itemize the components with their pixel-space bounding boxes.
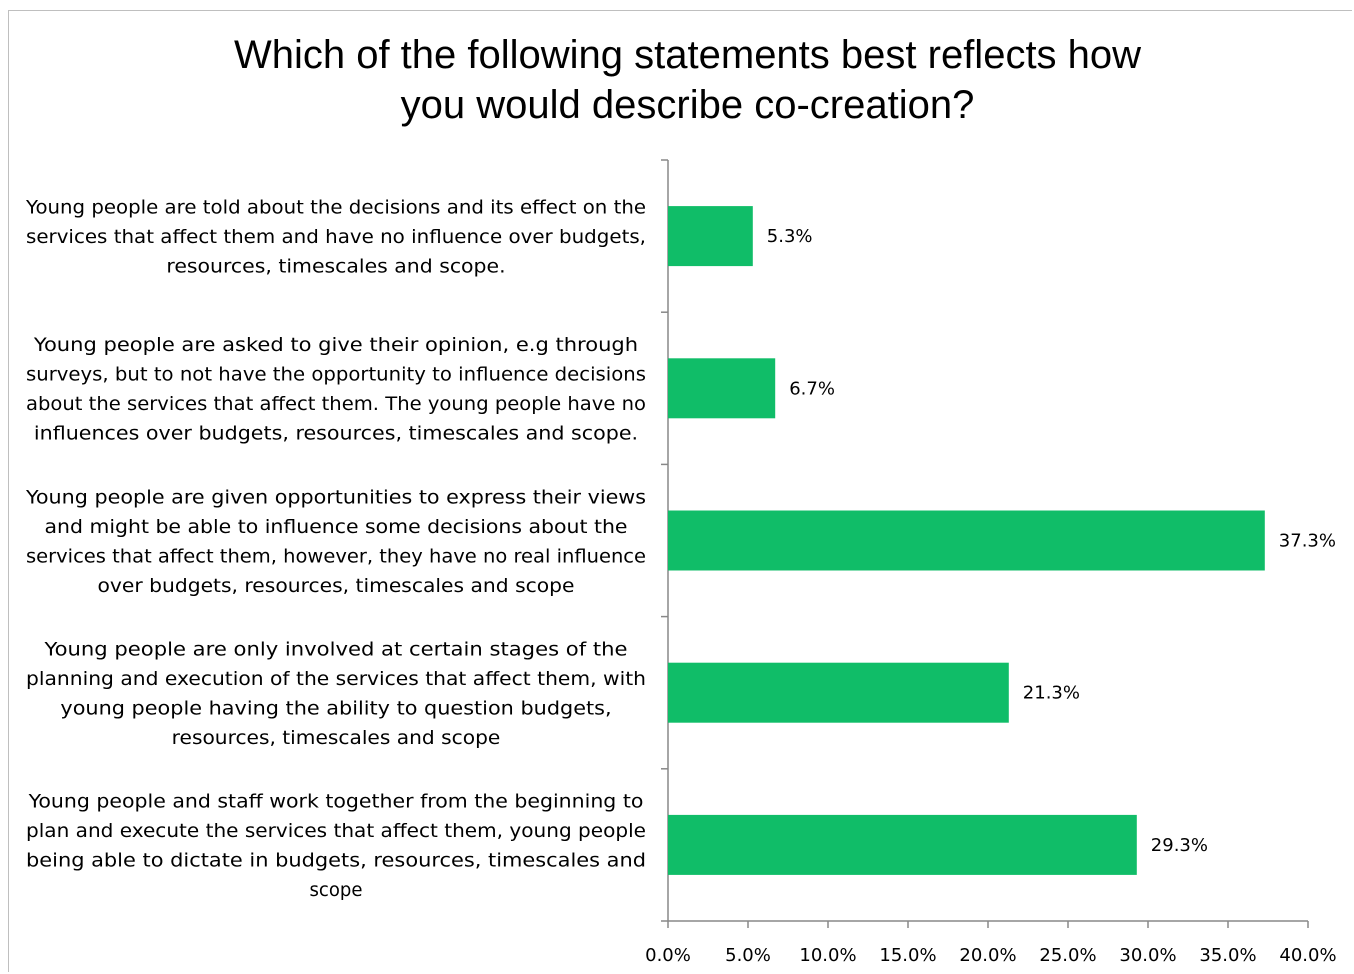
category-label: Young people are asked to give their opi… [33, 334, 638, 356]
category-label: young people having the ability to quest… [60, 697, 611, 719]
label-layer: 0.0% 5.0% 10.0% 15.0% 20.0% 25.0% 30.0% 35.0% 40… [25, 197, 1337, 966]
data-label: 37.3% [1279, 531, 1336, 552]
chart-frame [8, 10, 1352, 972]
bar [668, 510, 1265, 571]
category-label: influences over budgets, resources, time… [34, 423, 638, 445]
x-tick-label: 25.0% [1039, 945, 1096, 966]
category-label: Young people are told about the decision… [25, 197, 646, 219]
bar [668, 814, 1137, 875]
category-label: Young people are only involved at certai… [43, 638, 627, 660]
category-label: plan and execute the services that affec… [26, 820, 646, 842]
category-label: surveys, but to not have the opportunity… [26, 364, 646, 386]
data-label: 21.3% [1023, 683, 1080, 704]
category-label: about the services that affect them. The… [26, 393, 646, 415]
x-tick-label: 20.0% [959, 945, 1016, 966]
category-label: services that affect them, however, they… [26, 545, 646, 567]
category-label: services that affect them and have no in… [26, 226, 646, 248]
category-label: and might be able to influence some deci… [45, 516, 628, 538]
chart-title-line-1: Which of the following statements best r… [233, 33, 1142, 77]
category-label: Young people are given opportunities to … [25, 486, 646, 508]
x-tick-label: 10.0% [799, 945, 856, 966]
x-tick-label: 35.0% [1199, 945, 1256, 966]
bar [668, 206, 753, 267]
data-label: 5.3% [767, 226, 813, 247]
category-label: resources, timescales and scope [172, 727, 501, 749]
data-label: 29.3% [1151, 835, 1208, 856]
category-label: Young people and staff work together fro… [28, 791, 644, 813]
x-tick-label: 15.0% [879, 945, 936, 966]
chart-title-line-2: you would describe co-creation? [400, 83, 975, 127]
chart-title: Which of the following statements best r… [0, 30, 1354, 130]
x-tick-label: 30.0% [1119, 945, 1176, 966]
bar-layer [668, 206, 1265, 875]
category-label: over budgets, resources, timescales and … [98, 575, 575, 597]
category-label: resources, timescales and scope. [166, 256, 505, 278]
bar [668, 662, 1009, 723]
data-label: 6.7% [789, 378, 835, 399]
category-label: scope [310, 879, 363, 901]
x-tick-label: 5.0% [725, 945, 771, 966]
x-tick-label: 0.0% [645, 945, 691, 966]
category-label: planning and execution of the services t… [26, 668, 646, 690]
category-label: being able to dictate in budgets, resour… [26, 850, 646, 872]
bar [668, 358, 776, 419]
x-tick-label: 40.0% [1279, 945, 1336, 966]
